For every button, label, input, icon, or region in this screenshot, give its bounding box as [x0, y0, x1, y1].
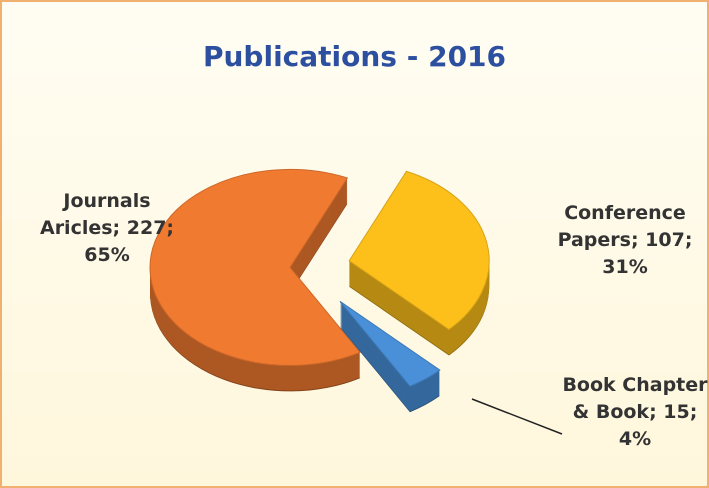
data-label: Book Chapter & Book; 15; 4%: [562, 374, 708, 450]
data-label: Journals Aricles; 227; 65%: [39, 190, 175, 266]
data-label: Conference Papers; 107; 31%: [557, 202, 693, 278]
slice: [348, 170, 490, 331]
chart-title: Publications - 2016: [202, 40, 507, 73]
slice: [149, 168, 361, 366]
slice: [339, 300, 441, 387]
leader-line: [471, 398, 563, 435]
